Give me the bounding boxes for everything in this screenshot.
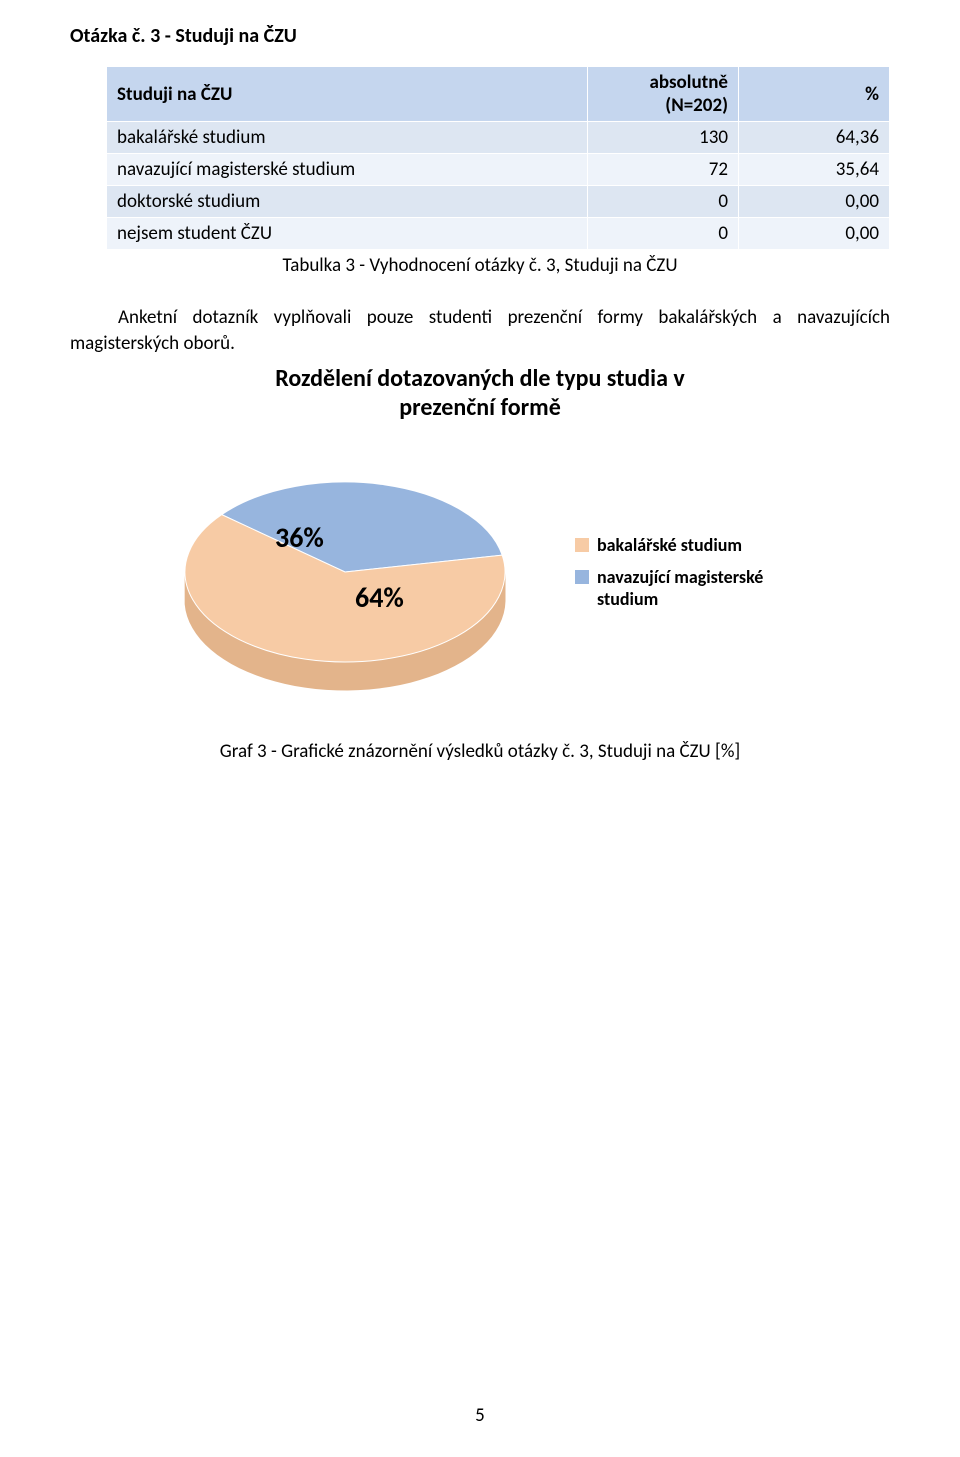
table-row: navazující magisterské studium7235,64 — [107, 154, 890, 186]
question-heading: Otázka č. 3 - Studuji na ČZU — [70, 24, 890, 48]
chart-title-line2: prezenční formě — [399, 393, 561, 422]
cell-pct: 0,00 — [739, 186, 890, 218]
body-paragraph: Anketní dotazník vyplňovali pouze studen… — [70, 305, 890, 356]
chart-legend: bakalářské studium navazující magistersk… — [575, 524, 805, 620]
legend-swatch-icon — [575, 570, 589, 584]
cell-abs: 0 — [588, 218, 739, 250]
cell-abs: 130 — [588, 122, 739, 154]
legend-item: bakalářské studium — [575, 534, 805, 556]
col-header-pct: % — [739, 67, 890, 122]
legend-label: bakalářské studium — [597, 534, 742, 556]
col-header-abs: absolutně (N=202) — [588, 67, 739, 122]
cell-label: nejsem student ČZU — [107, 218, 588, 250]
legend-swatch-icon — [575, 538, 589, 552]
cell-label: doktorské studium — [107, 186, 588, 218]
page-number: 5 — [0, 1404, 960, 1427]
cell-label: navazující magisterské studium — [107, 154, 588, 186]
pie-slice-label: 36% — [275, 520, 324, 555]
cell-label: bakalářské studium — [107, 122, 588, 154]
chart-title: Rozdělení dotazovaných dle typu studia v… — [70, 364, 890, 422]
cell-abs: 72 — [588, 154, 739, 186]
chart-caption: Graf 3 - Grafické znázornění výsledků ot… — [70, 740, 890, 763]
col-header-label: Studuji na ČZU — [107, 67, 588, 122]
table-caption: Tabulka 3 - Vyhodnocení otázky č. 3, Stu… — [70, 254, 890, 277]
pie-chart: 36% 64% — [155, 432, 535, 712]
legend-item: navazující magisterské studium — [575, 566, 805, 610]
table-row: bakalářské studium13064,36 — [107, 122, 890, 154]
cell-pct: 64,36 — [739, 122, 890, 154]
cell-pct: 0,00 — [739, 218, 890, 250]
table-row: doktorské studium00,00 — [107, 186, 890, 218]
chart-title-line1: Rozdělení dotazovaných dle typu studia v — [275, 364, 684, 393]
results-table: Studuji na ČZU absolutně (N=202) % bakal… — [106, 66, 890, 250]
legend-label: navazující magisterské studium — [597, 566, 805, 610]
pie-slice-label: 64% — [355, 580, 404, 615]
cell-abs: 0 — [588, 186, 739, 218]
cell-pct: 35,64 — [739, 154, 890, 186]
table-row: nejsem student ČZU00,00 — [107, 218, 890, 250]
